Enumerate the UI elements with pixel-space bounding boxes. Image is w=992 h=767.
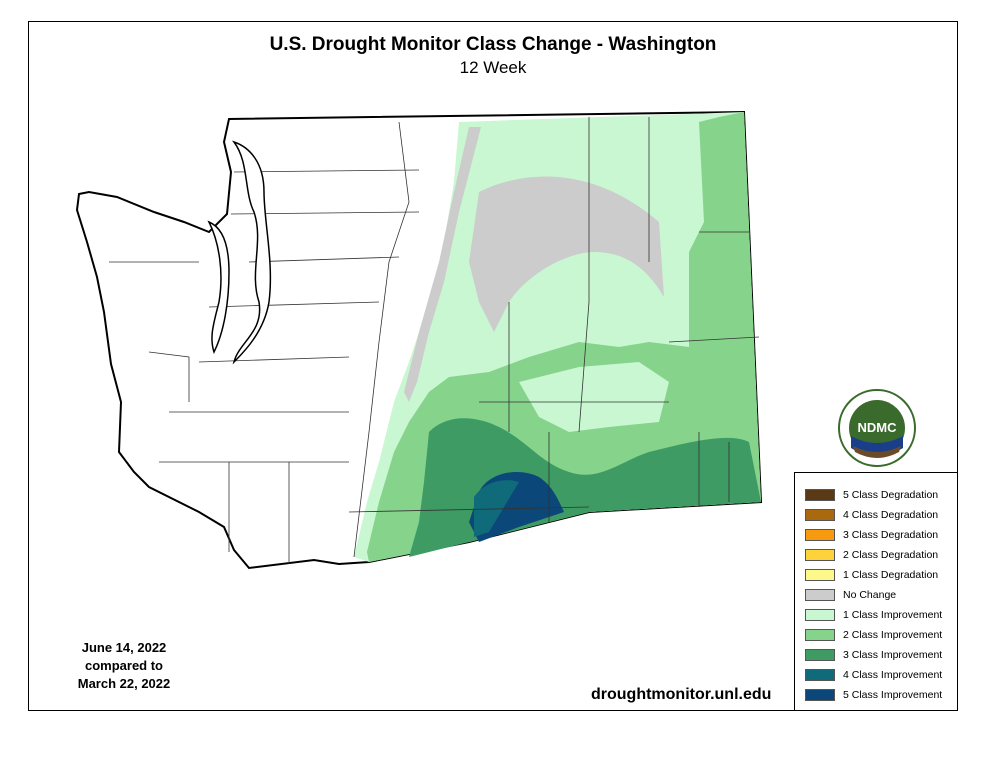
date-previous: March 22, 2022 [77,676,171,691]
map-frame: U.S. Drought Monitor Class Change - Wash… [28,21,958,711]
legend-swatch [805,529,835,541]
legend-label: 5 Class Improvement [843,689,943,701]
legend-item: 3 Class Degradation [805,525,957,545]
legend-item: 3 Class Improvement [805,645,957,665]
legend-label: 1 Class Improvement [843,609,943,621]
legend-label: 5 Class Degradation [843,489,939,501]
legend-item: 4 Class Degradation [805,505,957,525]
legend-item: 1 Class Improvement [805,605,957,625]
legend-label: 3 Class Improvement [843,649,943,661]
date-current: June 14, 2022 [81,640,167,655]
legend-swatch [805,669,835,681]
legend-label: 2 Class Degradation [843,549,939,561]
legend-swatch [805,509,835,521]
region-no-change-west [404,127,481,402]
legend-item: 5 Class Degradation [805,485,957,505]
legend-label: 1 Class Degradation [843,569,939,581]
legend-item: 2 Class Degradation [805,545,957,565]
legend-swatch [805,569,835,581]
legend-item: 1 Class Degradation [805,565,957,585]
legend-swatch [805,689,835,701]
legend-swatch [805,549,835,561]
region-1-class-improvement-inner [519,362,669,432]
legend-swatch [805,629,835,641]
source-url: droughtmonitor.unl.edu [591,686,772,703]
date-compared-to: compared to [84,658,163,673]
legend-label: 4 Class Degradation [843,509,939,521]
legend-label: 4 Class Improvement [843,669,943,681]
ndmc-logo: NDMC [837,388,917,473]
washington-map [75,110,763,570]
ndmc-logo-icon: NDMC [838,389,916,467]
legend: 5 Class Degradation 4 Class Degradation 3 … [794,472,958,711]
legend-item: 4 Class Improvement [805,665,957,685]
puget-sound [207,140,272,365]
legend-label: 3 Class Degradation [843,529,939,541]
legend-item: No Change [805,585,957,605]
county-lines [109,117,760,564]
legend-swatch [805,589,835,601]
legend-item: 5 Class Improvement [805,685,957,705]
legend-swatch [805,609,835,621]
legend-label: 2 Class Improvement [843,629,943,641]
legend-label: No Change [843,589,897,601]
date-range: June 14, 2022 compared to March 22, 2022 [59,639,189,693]
map-title: U.S. Drought Monitor Class Change - Wash… [269,34,717,55]
legend-swatch [805,649,835,661]
legend-item: 2 Class Improvement [805,625,957,645]
logo-text: NDMC [858,420,898,435]
region-no-change-north [469,176,664,332]
map-subtitle: 12 Week [459,58,527,77]
legend-swatch [805,489,835,501]
